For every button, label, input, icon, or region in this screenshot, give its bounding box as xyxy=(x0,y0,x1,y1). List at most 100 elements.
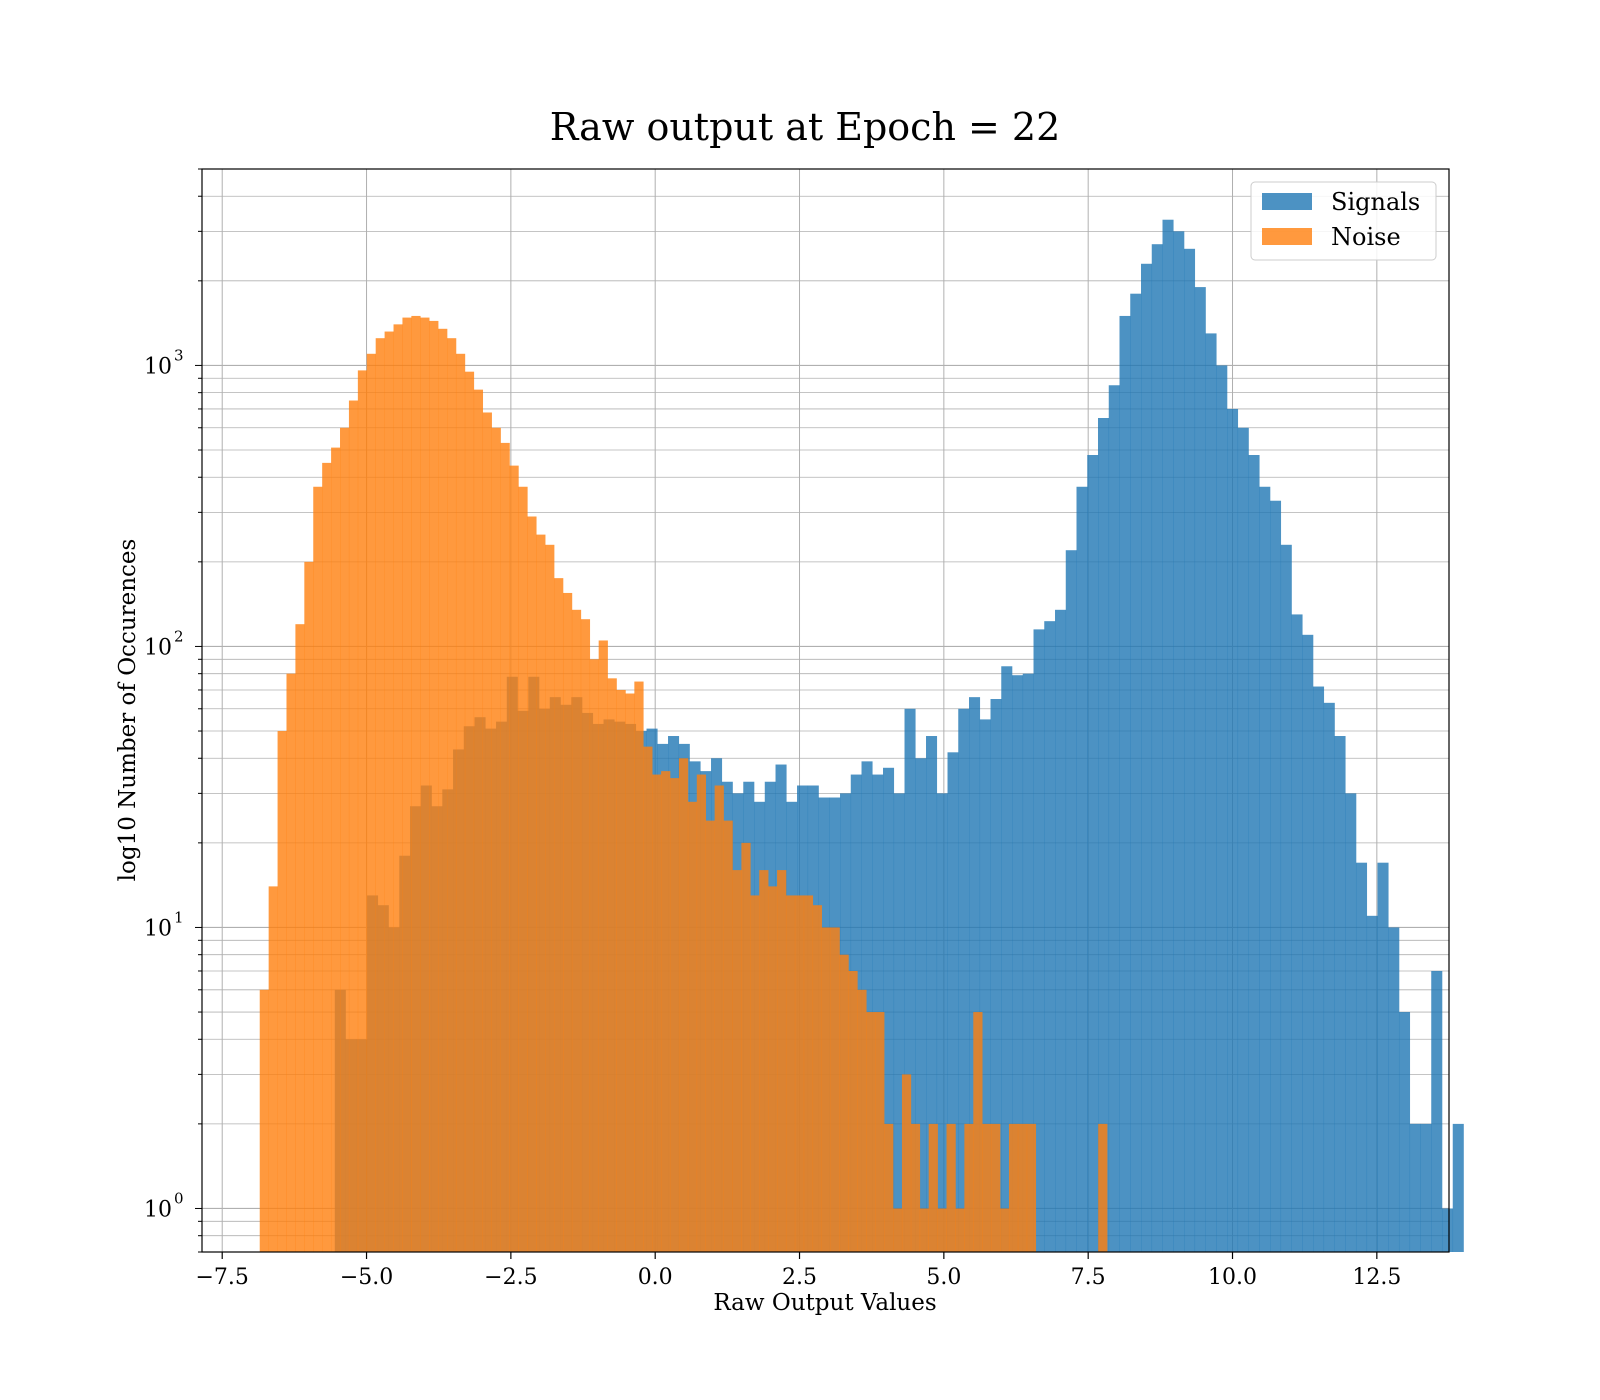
bar-noise xyxy=(482,412,492,1252)
bar-noise xyxy=(893,1208,903,1252)
bar-signals xyxy=(1151,244,1163,1252)
bar-noise xyxy=(1098,1123,1108,1252)
bar-noise xyxy=(438,328,448,1252)
bar-noise xyxy=(1008,1123,1019,1252)
bar-signals xyxy=(1248,455,1260,1252)
bar-signals xyxy=(926,736,938,1252)
bar-noise xyxy=(714,785,724,1252)
bar-noise xyxy=(857,989,867,1252)
bar-signals xyxy=(1452,1123,1464,1252)
bar-signals xyxy=(1001,666,1013,1252)
bar-signals xyxy=(883,767,895,1252)
bar-noise xyxy=(848,970,858,1252)
y-tick-exponent: 2 xyxy=(174,627,184,645)
bar-signals xyxy=(1441,1208,1454,1252)
bar-noise xyxy=(768,886,778,1252)
bar-noise xyxy=(794,895,805,1252)
bar-noise xyxy=(304,561,314,1252)
bar-noise xyxy=(393,324,403,1252)
bar-signals xyxy=(1227,408,1239,1252)
bar-noise xyxy=(937,1208,947,1252)
bar-noise xyxy=(331,447,341,1253)
bar-noise xyxy=(1017,1123,1028,1252)
x-tick-label: 7.5 xyxy=(1071,1265,1106,1290)
bar-noise xyxy=(830,927,840,1252)
bar-noise xyxy=(964,1123,974,1252)
bar-noise xyxy=(340,427,350,1252)
bar-signals xyxy=(1302,634,1314,1252)
bar-signals xyxy=(1237,427,1249,1252)
bar-noise xyxy=(625,693,635,1252)
bar-noise xyxy=(455,353,466,1252)
bar-signals xyxy=(1130,293,1142,1252)
bar-noise xyxy=(705,820,715,1252)
x-tick-label: 10.0 xyxy=(1208,1265,1257,1290)
x-tick-label: −7.5 xyxy=(195,1265,248,1290)
bar-signals xyxy=(958,708,970,1252)
bar-noise xyxy=(928,1123,938,1252)
bar-noise xyxy=(785,895,796,1252)
bar-noise xyxy=(259,989,269,1252)
bar-signals xyxy=(1184,248,1196,1252)
bar-noise xyxy=(348,400,359,1252)
bar-noise xyxy=(678,758,689,1252)
bar-signals xyxy=(893,793,905,1252)
bar-noise xyxy=(723,820,733,1252)
bar-noise xyxy=(598,640,608,1252)
bar-noise xyxy=(429,320,439,1252)
bar-noise xyxy=(411,315,421,1252)
y-tick-exponent: 0 xyxy=(174,1189,184,1207)
bar-noise xyxy=(464,371,475,1252)
bar-signals xyxy=(1119,315,1131,1252)
legend: Signals Noise xyxy=(1250,181,1437,261)
bar-signals xyxy=(1076,486,1088,1252)
bar-signals xyxy=(1366,915,1378,1252)
bar-noise xyxy=(268,886,278,1252)
y-tick-label: 10 xyxy=(144,916,172,941)
x-tick-label: 5.0 xyxy=(926,1265,961,1290)
bar-signals xyxy=(1087,455,1099,1252)
bar-signals xyxy=(969,697,981,1252)
bar-signals xyxy=(1313,686,1325,1252)
bar-noise xyxy=(491,427,501,1252)
bar-signals xyxy=(1388,927,1400,1252)
bar-noise xyxy=(473,389,484,1252)
bar-signals xyxy=(1334,736,1346,1252)
bar-signals xyxy=(1420,1123,1432,1252)
bar-signals xyxy=(1044,621,1056,1252)
bar-noise xyxy=(643,746,653,1252)
chart-title: Raw output at Epoch = 22 xyxy=(550,105,1061,149)
bar-signals xyxy=(979,719,991,1252)
bar-noise xyxy=(946,1123,956,1252)
bar-noise xyxy=(732,870,742,1252)
x-tick-label: −5.0 xyxy=(340,1265,393,1290)
bar-noise xyxy=(447,338,457,1252)
bar-signals xyxy=(1355,862,1368,1252)
bar-signals xyxy=(1259,486,1271,1252)
x-tick-label: −2.5 xyxy=(484,1265,537,1290)
bar-noise xyxy=(607,678,617,1252)
bar-noise xyxy=(839,954,849,1252)
bar-signals xyxy=(861,761,873,1252)
bar-noise xyxy=(313,486,323,1252)
bar-noise xyxy=(545,544,555,1252)
bar-noise xyxy=(420,317,430,1253)
bar-signals xyxy=(1291,614,1303,1252)
bar-noise xyxy=(687,801,698,1252)
bar-noise xyxy=(741,842,751,1252)
bar-noise xyxy=(661,771,671,1252)
bar-signals xyxy=(904,708,916,1252)
bar-noise xyxy=(536,534,546,1252)
bar-noise xyxy=(1000,1208,1010,1252)
bar-noise xyxy=(919,1208,929,1252)
bar-noise xyxy=(991,1123,1001,1252)
bar-signals xyxy=(936,793,948,1252)
bar-signals xyxy=(1022,673,1034,1252)
bar-noise xyxy=(384,331,394,1252)
bar-noise xyxy=(634,681,644,1252)
bar-noise xyxy=(562,592,573,1252)
y-tick-label: 10 xyxy=(144,354,172,379)
bar-signals xyxy=(1065,550,1077,1252)
